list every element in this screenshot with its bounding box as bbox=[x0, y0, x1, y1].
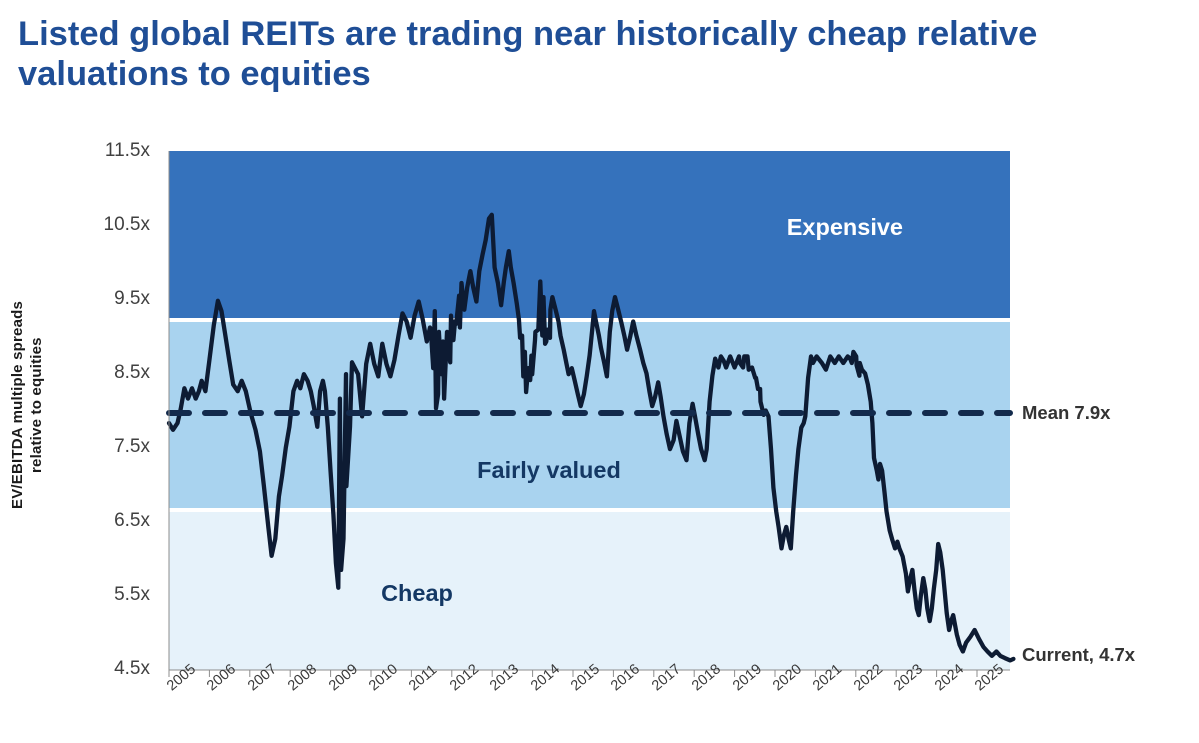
svg-text:Expensive: Expensive bbox=[787, 214, 903, 240]
svg-text:Mean 7.9x: Mean 7.9x bbox=[1022, 402, 1111, 423]
svg-text:Current, 4.7x: Current, 4.7x bbox=[1022, 644, 1136, 665]
svg-text:Fairly valued: Fairly valued bbox=[477, 457, 621, 483]
svg-text:Cheap: Cheap bbox=[381, 580, 453, 606]
